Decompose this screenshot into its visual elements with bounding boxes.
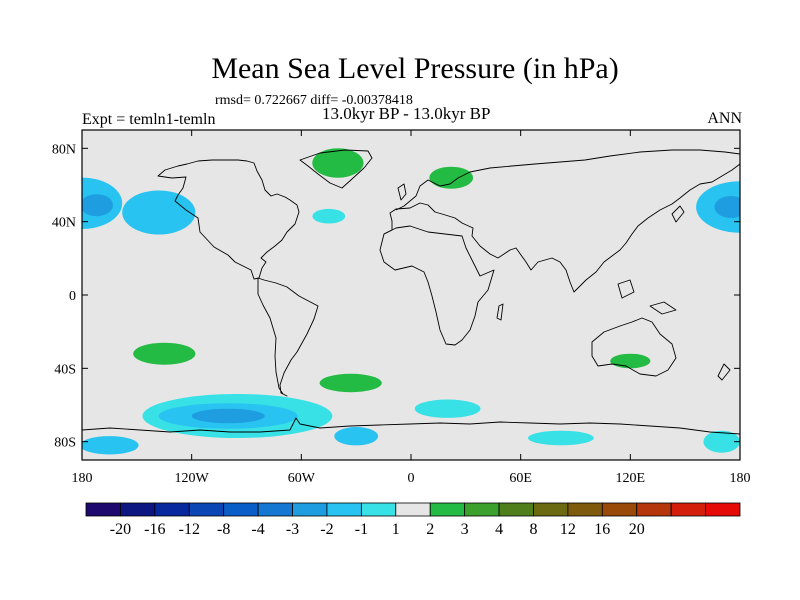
colorbar-swatch	[257, 502, 293, 517]
y-tick-label: 80S	[54, 436, 76, 451]
anomaly-south-indian	[528, 430, 594, 446]
greenland-coast	[299, 149, 373, 189]
colorbar-swatch	[223, 502, 259, 517]
plot-title: Mean Sea Level Pressure (in hPa)	[211, 52, 619, 85]
colorbar-label: 3	[461, 521, 469, 538]
new-zealand-coast	[717, 363, 731, 381]
x-tick-label: 60E	[509, 471, 532, 486]
japan-coast	[671, 205, 685, 223]
colorbar-label: 2	[426, 521, 434, 538]
x-tick-label: 180	[72, 471, 93, 486]
borneo-coast	[617, 279, 635, 299]
colorbar-swatch	[567, 502, 603, 517]
uk-coast	[397, 183, 407, 201]
colorbar-label: 1	[392, 521, 400, 538]
colorbar-label: -2	[320, 521, 333, 538]
anomaly-south-atlantic	[414, 399, 481, 418]
colorbar-swatch	[292, 502, 328, 517]
anomaly-mid-atlantic	[312, 208, 346, 224]
antarctica-coast	[82, 417, 740, 435]
y-axis-ticks: 80N 40N 0 40S 80S	[52, 142, 740, 451]
colorbar-swatch	[670, 502, 706, 517]
colorbar-swatch	[360, 502, 397, 517]
colorbar-label: 12	[560, 521, 576, 538]
colorbar-label: 16	[594, 521, 610, 538]
x-axis-ticks: 180 120W 60W 0 60E 120E 180	[72, 130, 751, 486]
new-guinea-coast	[649, 301, 677, 315]
anomaly-greenland	[312, 148, 364, 178]
experiment-label: Expt = temln1-temln	[82, 111, 216, 128]
colorbar-swatch	[464, 502, 500, 517]
anomaly-scandinavia	[429, 166, 474, 189]
y-tick-label: 0	[69, 289, 76, 304]
colorbar-label: -3	[286, 521, 299, 538]
x-tick-label: 120W	[175, 471, 210, 486]
anomaly-south-atlantic-green	[319, 373, 382, 393]
season-label: ANN	[707, 110, 742, 127]
stats-label: rmsd= 0.722667 diff= -0.00378418	[215, 93, 413, 108]
anomaly-west-north-america	[122, 190, 196, 235]
south-america-coast	[257, 277, 319, 397]
anomaly-east-antarctic	[703, 430, 740, 453]
anomaly-north-pacific-west-core	[714, 196, 740, 218]
colorbar-swatch	[705, 502, 741, 517]
y-tick-label: 40N	[52, 216, 76, 231]
australia-coast	[591, 317, 677, 377]
anomaly-ross-sea	[82, 436, 139, 455]
colorbar-label: -20	[110, 521, 131, 538]
x-tick-label: 60W	[288, 471, 316, 486]
x-tick-label: 120E	[616, 471, 646, 486]
colorbar-swatch	[429, 502, 466, 517]
colorbar-label: -1	[355, 521, 368, 538]
colorbar-swatch	[188, 502, 225, 517]
colorbar-swatch	[636, 502, 672, 517]
anomaly-weddell-sea	[334, 427, 379, 446]
coastlines	[82, 149, 740, 435]
colorbar-label: -12	[179, 521, 200, 538]
anomaly-south-pacific-core	[191, 408, 265, 424]
colorbar-swatch	[154, 502, 190, 517]
period-label: 13.0kyr BP - 13.0kyr BP	[322, 104, 491, 123]
x-tick-label: 180	[730, 471, 751, 486]
colorbar-label: 20	[629, 521, 645, 538]
y-tick-label: 40S	[54, 362, 76, 377]
colorbar-swatch	[533, 502, 569, 517]
colorbar-label: -8	[217, 521, 230, 538]
anomaly-australia-green	[610, 353, 651, 369]
africa-coast	[379, 225, 495, 346]
madagascar-coast	[496, 303, 504, 321]
colorbar-label: -4	[251, 521, 264, 538]
north-america-coast	[157, 159, 300, 280]
colorbar-swatch	[85, 502, 121, 517]
colorbar-label: 8	[530, 521, 538, 538]
colorbar-swatch	[395, 502, 431, 517]
colorbar-swatch	[601, 502, 638, 517]
colorbar-label: 4	[495, 521, 503, 538]
eurasia-coast	[383, 149, 740, 293]
colorbar-swatch	[498, 502, 534, 517]
anomaly-layer	[82, 148, 740, 455]
x-tick-label: 0	[408, 471, 415, 486]
anomaly-south-pacific-green	[133, 342, 196, 365]
colorbar: -20 -16 -12 -8 -4 -3 -2 -1 1 2 3 4 8 12 16 20	[85, 502, 741, 538]
colorbar-swatch	[120, 502, 156, 517]
colorbar-label: -16	[144, 521, 165, 538]
anomaly-north-pacific-east-core	[82, 194, 113, 217]
colorbar-swatch	[326, 502, 362, 517]
y-tick-label: 80N	[52, 142, 76, 157]
